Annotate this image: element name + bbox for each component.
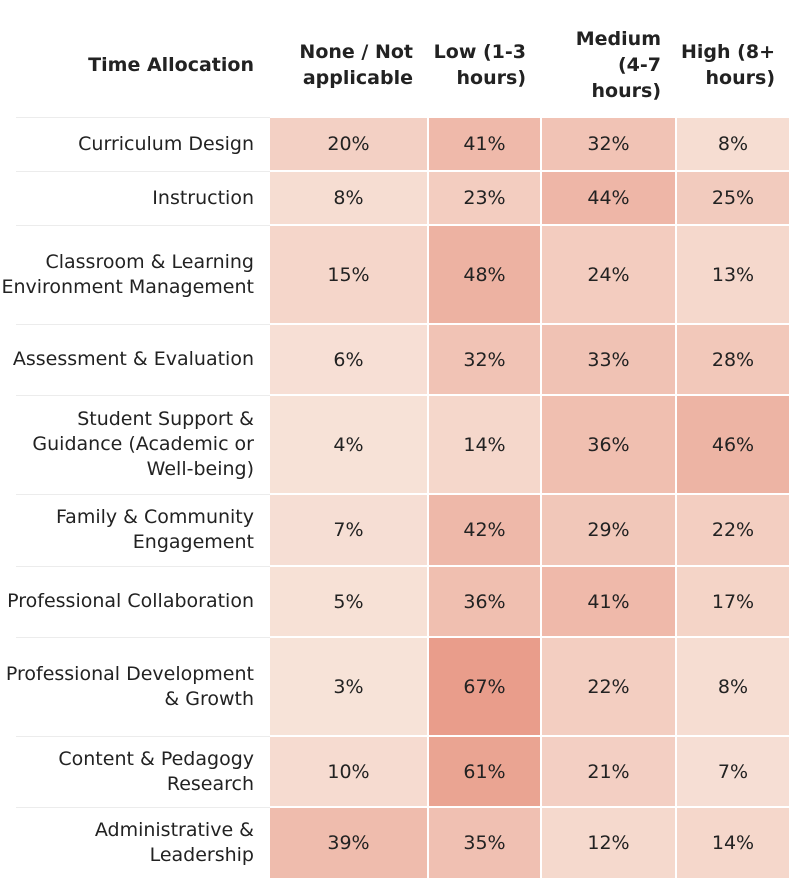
row-label: Curriculum Design <box>78 132 254 155</box>
column-header: High (8+ hours) <box>681 41 775 89</box>
row-divider <box>16 324 270 325</box>
heatmap-cell: 8% <box>677 118 789 170</box>
heatmap-cell: 14% <box>677 808 789 878</box>
row-divider <box>16 637 270 638</box>
heatmap-cell: 25% <box>677 172 789 224</box>
heatmap-cell: 13% <box>677 226 789 323</box>
row-divider <box>16 807 270 808</box>
row-label: Professional Development & Growth <box>5 662 254 710</box>
row-divider <box>16 736 270 737</box>
heatmap-cell: 17% <box>677 567 789 636</box>
heatmap-cell: 22% <box>542 638 675 735</box>
heatmap-cell: 35% <box>429 808 540 878</box>
row-label: Family & Community Engagement <box>56 506 254 553</box>
heatmap-cell: 48% <box>429 226 540 323</box>
row-label: Assessment & Evaluation <box>12 348 254 370</box>
heatmap-cell: 61% <box>429 737 540 806</box>
heatmap-cell: 15% <box>270 226 427 323</box>
heatmap-cell: 8% <box>270 172 427 224</box>
heatmap-cell: 22% <box>677 495 789 565</box>
heatmap-cell: 3% <box>270 638 427 735</box>
heatmap-cell: 46% <box>677 396 789 493</box>
heatmap-cell: 32% <box>542 118 675 170</box>
heatmap-cell: 36% <box>429 567 540 636</box>
heatmap-cell: 21% <box>542 737 675 806</box>
row-divider <box>16 171 270 172</box>
row-divider <box>16 117 270 118</box>
heatmap-cell: 23% <box>429 172 540 224</box>
heatmap-cell: 20% <box>270 118 427 170</box>
heatmap-cell: 42% <box>429 495 540 565</box>
heatmap-cell: 28% <box>677 325 789 394</box>
row-divider <box>16 225 270 226</box>
row-divider <box>16 395 270 396</box>
heatmap-cell: 5% <box>270 567 427 636</box>
heatmap-cell: 4% <box>270 396 427 493</box>
heatmap-cell: 29% <box>542 495 675 565</box>
heatmap-cell: 8% <box>677 638 789 735</box>
heatmap-cell: 36% <box>542 396 675 493</box>
row-label: Professional Collaboration <box>7 590 254 612</box>
heatmap-cell: 32% <box>429 325 540 394</box>
heatmap-cell: 7% <box>270 495 427 565</box>
heatmap-cell: 14% <box>429 396 540 493</box>
heatmap-cell: 24% <box>542 226 675 323</box>
row-label: Instruction <box>152 186 254 209</box>
heatmap-cell: 67% <box>429 638 540 735</box>
heatmap-cell: 44% <box>542 172 675 224</box>
heatmap-cell: 33% <box>542 325 675 394</box>
heatmap-cell: 41% <box>542 567 675 636</box>
row-divider <box>16 566 270 567</box>
column-header: Low (1-3 hours) <box>433 41 526 89</box>
heatmap-cell: 12% <box>542 808 675 878</box>
row-label: Administrative & Leadership <box>94 819 254 866</box>
row-header-label: Time Allocation <box>88 54 254 76</box>
heatmap-cell: 6% <box>270 325 427 394</box>
heatmap-cell: 7% <box>677 737 789 806</box>
heatmap-cell: 10% <box>270 737 427 806</box>
heatmap-cell: 39% <box>270 808 427 878</box>
column-header: None / Not applicable <box>299 41 413 89</box>
row-label: Student Support & Guidance (Academic or … <box>32 408 254 480</box>
row-divider <box>16 494 270 495</box>
column-header: Medium (4-7 hours) <box>575 28 661 102</box>
row-label: Content & Pedagogy Research <box>58 747 254 795</box>
heatmap-cell: 41% <box>429 118 540 170</box>
row-label: Classroom & Learning Environment Managem… <box>1 250 254 298</box>
